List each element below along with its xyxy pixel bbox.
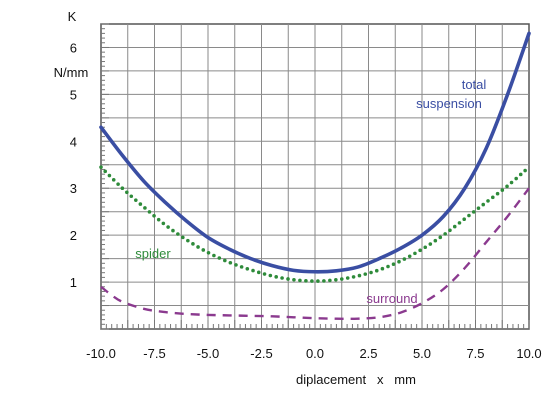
- x-tick-label: 0.0: [306, 346, 324, 361]
- series-line-total-suspension: [99, 31, 531, 274]
- series-layer: [99, 31, 531, 321]
- y-tick-label: 5: [70, 87, 77, 102]
- x-tick-label: 2.5: [359, 346, 377, 361]
- series-label-total-line2: suspension: [416, 96, 482, 111]
- minor-ticks: [100, 23, 530, 330]
- y-axis-unit: N/mm: [54, 65, 89, 80]
- y-tick-label: 4: [70, 134, 77, 149]
- y-axis-symbol: K: [68, 9, 77, 24]
- x-tick-labels: -10.0 -7.5 -5.0 -2.5 0.0 2.5 5.0 7.5 10.0: [86, 346, 541, 361]
- series-label-spider: spider: [135, 246, 171, 261]
- series-line-spider: [99, 165, 531, 283]
- x-tick-label: 7.5: [466, 346, 484, 361]
- x-tick-label: 5.0: [413, 346, 431, 361]
- y-tick-label: 1: [70, 275, 77, 290]
- y-tick-label: 3: [70, 181, 77, 196]
- x-tick-label: -2.5: [250, 346, 272, 361]
- series-line-surround: [100, 187, 530, 321]
- series-label-total-line1: total: [462, 77, 487, 92]
- y-tick-label: 2: [70, 228, 77, 243]
- x-tick-label: -5.0: [197, 346, 219, 361]
- x-axis-label: diplacement x mm: [296, 372, 416, 387]
- x-tick-label: 10.0: [516, 346, 541, 361]
- series-label-total-suspension: total suspension: [416, 77, 486, 111]
- x-tick-label: -10.0: [86, 346, 116, 361]
- y-tick-label: 6: [70, 40, 77, 55]
- series-label-surround: surround: [366, 291, 417, 306]
- x-tick-label: -7.5: [143, 346, 165, 361]
- y-tick-labels: 1 2 3 4 5 6: [70, 40, 77, 290]
